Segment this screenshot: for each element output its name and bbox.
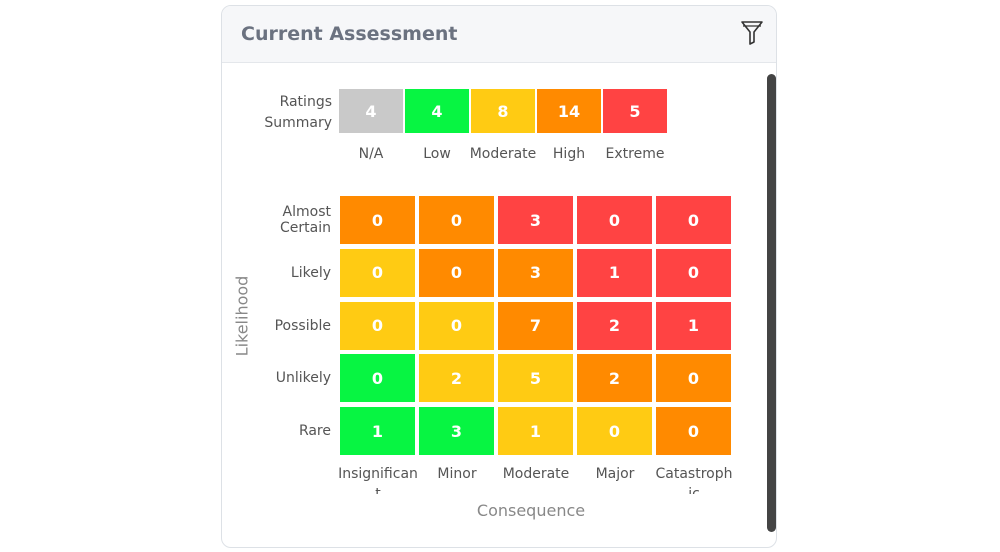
cell-count: 0 [450, 210, 463, 230]
cell-count: 0 [371, 263, 384, 283]
rating-count: 4 [431, 101, 443, 121]
cell-count: 0 [687, 421, 700, 441]
matrix-cell: 1 [498, 407, 573, 456]
cell-count: 0 [687, 263, 700, 283]
x-axis-label: Consequence [476, 501, 586, 520]
cell-count: 0 [608, 421, 621, 441]
cell-count: 3 [529, 263, 542, 283]
cell-count: 1 [371, 421, 384, 441]
rating-label: Low [423, 146, 451, 162]
matrix-cell: 0 [340, 248, 415, 297]
rating-box: 5 [603, 89, 667, 133]
matrix-cell: 3 [498, 196, 573, 244]
card-header: Current Assessment [222, 6, 776, 63]
matrix-cell: 3 [498, 248, 573, 297]
matrix-cell: 0 [340, 354, 415, 403]
rating-box: 4 [405, 89, 469, 133]
matrix-cell: 0 [656, 407, 731, 456]
cell-count: 5 [529, 368, 542, 388]
rating-label: Extreme [605, 146, 665, 162]
rating-box: 4 [339, 89, 403, 133]
cell-count: 3 [529, 210, 542, 230]
column-label: Moderate [502, 466, 570, 482]
cell-count: 0 [450, 263, 463, 283]
cell-count: 7 [529, 316, 542, 336]
row-label: Likely [290, 264, 331, 281]
cell-count: 0 [687, 368, 700, 388]
column-label: Minor [437, 466, 477, 482]
column-label: Insignificant [338, 466, 418, 494]
rating-label: N/A [358, 146, 384, 162]
matrix-cell: 0 [419, 301, 494, 350]
rating-label: Moderate [469, 146, 537, 162]
matrix-cell: 7 [498, 301, 573, 350]
rating-count: 4 [365, 101, 377, 121]
cell-count: 1 [529, 421, 542, 441]
rating-count: 8 [497, 101, 509, 121]
assessment-card: Current Assessment Ratings Summary 4 N/A 4 L… [221, 5, 777, 548]
matrix-cell: 0 [419, 196, 494, 244]
rating-label: High [552, 146, 586, 162]
matrix-cell: 1 [340, 407, 415, 456]
scrollbar[interactable] [767, 74, 776, 532]
cell-count: 0 [371, 368, 384, 388]
matrix-cell: 2 [577, 354, 652, 403]
matrix-cell: 0 [656, 196, 731, 244]
matrix-cell: 0 [419, 248, 494, 297]
cell-count: 2 [608, 368, 621, 388]
column-label: Major [595, 466, 635, 482]
matrix-cell: 2 [577, 301, 652, 350]
matrix-cell: 0 [340, 196, 415, 244]
ratings-summary-label: Ratings Summary [264, 94, 332, 131]
matrix-cell: 0 [577, 196, 652, 244]
rating-count: 5 [629, 101, 641, 121]
cell-count: 0 [371, 210, 384, 230]
matrix-cell: 5 [498, 354, 573, 403]
matrix-cell: 0 [577, 407, 652, 456]
matrix-cell: 0 [340, 301, 415, 350]
row-label: Almost Certain [280, 204, 331, 236]
cell-count: 1 [687, 316, 700, 336]
matrix-cell: 1 [577, 248, 652, 297]
y-axis-label: Likelihood [232, 275, 252, 357]
cell-count: 1 [608, 263, 621, 283]
matrix-cell: 1 [656, 301, 731, 350]
card-title: Current Assessment [241, 23, 458, 45]
cell-count: 0 [450, 316, 463, 336]
row-label: Rare [298, 423, 331, 440]
matrix-cell: 0 [656, 354, 731, 403]
cell-count: 0 [608, 210, 621, 230]
rating-box: 8 [471, 89, 535, 133]
rating-count: 14 [557, 101, 581, 121]
cell-count: 0 [687, 210, 700, 230]
matrix-cell: 0 [656, 248, 731, 297]
rating-box: 14 [537, 89, 601, 133]
cell-count: 0 [371, 316, 384, 336]
filter-button[interactable] [740, 20, 764, 46]
cell-count: 3 [450, 421, 463, 441]
row-label: Possible [274, 317, 331, 334]
row-label: Unlikely [275, 370, 331, 387]
cell-count: 2 [608, 316, 621, 336]
column-label: Catastrophic [655, 466, 733, 494]
matrix-cell: 2 [419, 354, 494, 403]
matrix-cell: 3 [419, 407, 494, 456]
cell-count: 2 [450, 368, 463, 388]
